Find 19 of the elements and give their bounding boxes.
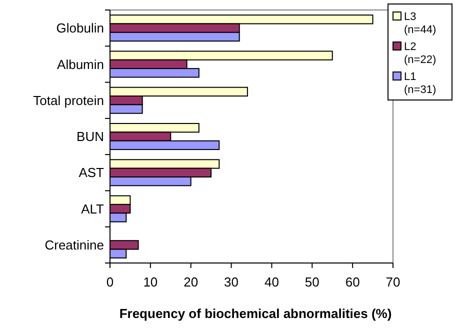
y-tick-label: Creatinine	[44, 237, 104, 252]
y-tick-label: BUN	[76, 129, 104, 144]
x-tick-label: 30	[224, 274, 239, 290]
x-tick-label: 10	[143, 274, 158, 290]
x-tick-label: 0	[106, 274, 114, 290]
legend-label: L2 (n=22)	[404, 41, 436, 66]
y-tick-label: Albumin	[57, 56, 104, 72]
x-tick-label: 50	[304, 274, 320, 290]
x-tick-label: 70	[386, 274, 400, 290]
x-tick-label: 20	[184, 274, 198, 290]
x-tick-label: 40	[264, 274, 279, 290]
legend-label: L1 (n=31)	[404, 71, 436, 96]
y-tick-label: ALT	[81, 201, 104, 216]
legend-label: L3 (n=44)	[404, 11, 436, 36]
y-tick-label: AST	[78, 165, 104, 180]
y-tick-label: Total protein	[33, 92, 104, 108]
x-tick-label: 60	[345, 274, 360, 290]
y-tick-label: Globulin	[56, 20, 104, 36]
x-axis-title: Frequency of biochemical abnormalities (%)	[119, 306, 392, 321]
